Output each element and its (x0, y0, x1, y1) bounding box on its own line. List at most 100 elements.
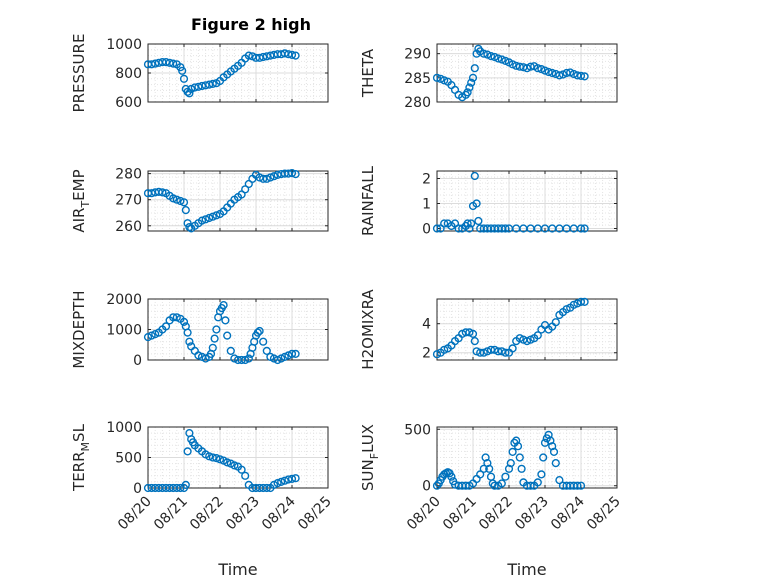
data-point (465, 83, 474, 92)
data-point (208, 79, 217, 89)
y-tick-label: 600 (115, 95, 142, 111)
data-point (212, 325, 221, 334)
y-tick-label: 1 (422, 197, 431, 213)
y-tick-label: 285 (404, 71, 431, 87)
data-point (440, 76, 449, 85)
data-point (181, 480, 190, 490)
data-point (221, 316, 230, 325)
data-point (479, 49, 488, 58)
data-point (432, 224, 442, 233)
data-point (539, 453, 548, 462)
data-point (485, 464, 494, 473)
data-point (468, 73, 478, 82)
subplot-mixdepth: 0 1000 2000 MIXDEPTH (70, 290, 329, 369)
data-point (533, 478, 542, 487)
y-tick-label: 0 (133, 481, 142, 497)
data-point (208, 212, 217, 221)
subplot-air-temp: 260 270 280 AIRTEMP (70, 167, 329, 235)
data-point (287, 474, 297, 484)
subplot-pressure: 600 800 1000 PRESSURE (70, 34, 329, 112)
data-point (580, 72, 589, 81)
x-tick-label: 08/21 (151, 494, 191, 534)
data-point (447, 472, 456, 481)
data-point (161, 322, 171, 331)
y-tick-label: 2000 (106, 292, 142, 308)
subplot-theta: 280 285 290 THETA (359, 43, 618, 111)
y-tick-label: 500 (115, 451, 142, 467)
data-point (185, 337, 194, 346)
data-point (494, 54, 503, 63)
y-tick-label: 2 (422, 346, 431, 362)
y-axis-label: TERRMSL (70, 423, 92, 492)
x-tick-label: 08/21 (440, 494, 480, 534)
figure-title: Figure 2 high (191, 15, 311, 34)
axes-box (147, 170, 329, 232)
data-point (569, 300, 578, 309)
data-point (179, 198, 189, 207)
data-point (470, 64, 479, 73)
axes-box (436, 170, 618, 232)
data-point (573, 481, 582, 490)
data-point (432, 73, 442, 82)
data-point (522, 337, 532, 346)
data-point (512, 436, 521, 445)
data-point (497, 55, 506, 64)
y-tick-label: 280 (115, 167, 142, 183)
data-point (185, 223, 194, 232)
x-axis-label: Time (217, 560, 257, 579)
data-point (580, 297, 589, 307)
data-point (219, 301, 228, 310)
data-point (537, 470, 546, 479)
data-point (280, 476, 289, 485)
data-point (551, 318, 560, 327)
x-tick-label: 08/20 (404, 494, 444, 534)
data-point (253, 328, 262, 337)
subplot-rainfall: 0 1 2 RAINFALL (359, 165, 618, 238)
axes-box (436, 298, 618, 361)
data-point (277, 477, 286, 487)
data-point (208, 343, 217, 352)
data-point (212, 211, 221, 220)
data-point (178, 66, 187, 75)
data-point (230, 461, 239, 470)
y-tick-label: 0 (422, 479, 431, 495)
data-point (454, 224, 463, 233)
data-point (467, 219, 476, 228)
data-point (526, 481, 535, 490)
data-point (508, 344, 517, 353)
data-point (158, 188, 167, 197)
data-point (181, 206, 190, 215)
data-point (490, 481, 499, 490)
y-tick-label: 4 (422, 317, 431, 333)
data-point (287, 349, 297, 359)
data-point (533, 64, 542, 73)
data-point (237, 465, 246, 474)
data-point (580, 224, 589, 233)
x-tick-label: 08/25 (584, 494, 624, 534)
data-point (226, 346, 235, 356)
data-point (555, 71, 564, 80)
data-point (501, 348, 510, 357)
data-point (440, 219, 449, 228)
data-point (517, 464, 526, 473)
data-point (546, 436, 555, 445)
data-point (291, 170, 300, 179)
data-point (210, 334, 219, 343)
y-axis-label: AIRTEMP (70, 169, 92, 232)
data-point (576, 224, 586, 233)
y-axis-label: H2OMIXRA (359, 289, 377, 370)
data-point (576, 297, 586, 307)
data-point (241, 471, 250, 480)
data-point (497, 479, 506, 488)
data-point (486, 51, 496, 61)
data-point (212, 454, 221, 463)
y-tick-label: 270 (115, 193, 142, 209)
data-point (479, 464, 488, 473)
data-point (470, 171, 479, 181)
data-point (291, 474, 300, 483)
data-point (183, 447, 192, 456)
data-point (551, 459, 560, 468)
data-point (508, 447, 517, 457)
